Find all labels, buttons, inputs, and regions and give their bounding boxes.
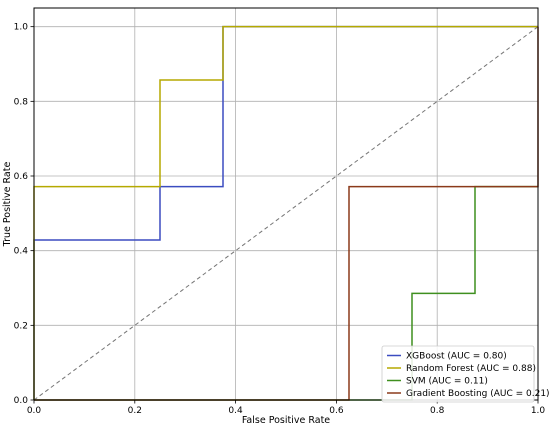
legend-label: XGBoost (AUC = 0.80) xyxy=(406,352,507,362)
grid xyxy=(33,8,539,401)
reference-line xyxy=(33,26,539,401)
y-tick-label: 0.0 xyxy=(14,396,29,406)
chance-diagonal xyxy=(33,26,539,401)
x-tick-label: 0.8 xyxy=(430,406,445,416)
legend-label: SVM (AUC = 0.11) xyxy=(406,377,488,387)
x-tick-label: 0.0 xyxy=(27,406,42,416)
y-tick-label: 0.6 xyxy=(14,172,29,182)
legend-box xyxy=(381,345,535,403)
x-tick-label: 0.2 xyxy=(128,406,142,416)
y-tick-label: 1.0 xyxy=(14,23,29,33)
legend-label: Gradient Boosting (AUC = 0.21) xyxy=(406,389,550,399)
legend: XGBoost (AUC = 0.80) Random Forest (AUC =… xyxy=(381,345,550,403)
plot-frame xyxy=(33,7,539,401)
x-tick-label: 0.6 xyxy=(329,406,344,416)
y-tick-label: 0.8 xyxy=(14,97,29,107)
axis-ticks: 0.0 0.2 0.4 0.6 0.8 1.0 0.0 0.2 0.4 0.6 0.8 1.0 xyxy=(14,23,546,416)
x-tick-label: 0.4 xyxy=(228,406,243,416)
legend-label: Random Forest (AUC = 0.88) xyxy=(406,364,536,374)
x-axis-label: False Positive Rate xyxy=(242,415,330,426)
y-tick-label: 0.4 xyxy=(14,247,29,257)
x-tick-label: 1.0 xyxy=(531,406,546,416)
y-tick-label: 0.2 xyxy=(14,321,28,331)
y-axis-label: True Positive Rate xyxy=(2,162,13,248)
